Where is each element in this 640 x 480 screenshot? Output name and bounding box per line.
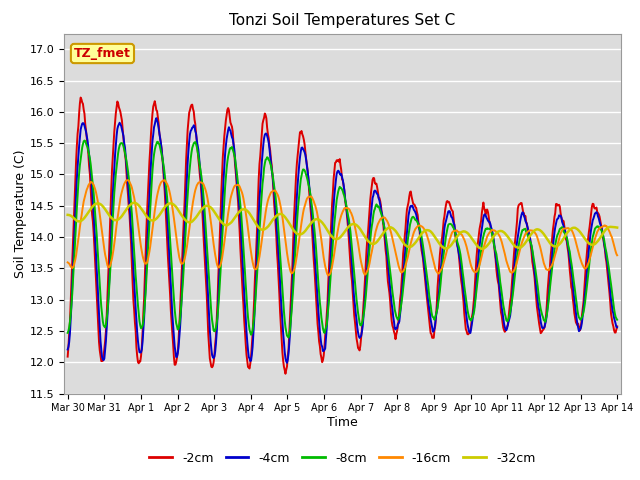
Legend: -2cm, -4cm, -8cm, -16cm, -32cm: -2cm, -4cm, -8cm, -16cm, -32cm: [145, 447, 540, 469]
Title: Tonzi Soil Temperatures Set C: Tonzi Soil Temperatures Set C: [229, 13, 456, 28]
Text: TZ_fmet: TZ_fmet: [74, 47, 131, 60]
X-axis label: Time: Time: [327, 416, 358, 429]
Y-axis label: Soil Temperature (C): Soil Temperature (C): [13, 149, 27, 278]
